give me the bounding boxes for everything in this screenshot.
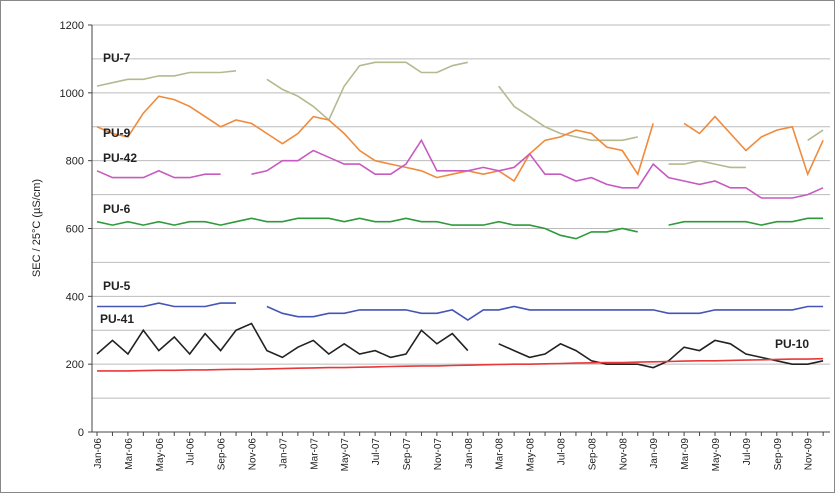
y-tick-label: 800 [66, 156, 84, 168]
series-line [96, 95, 824, 183]
series-label: PU-42 [103, 151, 137, 165]
x-tick-label: Mar-07 [309, 438, 320, 470]
series-label: PU-6 [103, 202, 131, 216]
series-line [96, 61, 824, 169]
y-tick-label: 1200 [60, 20, 84, 32]
y-tick-label: 200 [66, 359, 84, 371]
x-tick-label: Nov-06 [248, 438, 259, 471]
x-tick-label: Nov-07 [433, 438, 444, 471]
series-label: PU-5 [103, 279, 131, 293]
series-line [96, 138, 824, 199]
y-tick-label: 600 [66, 224, 84, 236]
x-tick-label: Nov-08 [618, 438, 629, 471]
x-tick-label: May-08 [526, 438, 537, 472]
x-tick-label: Jul-06 [186, 438, 197, 466]
x-tick-label: Sep-06 [217, 438, 228, 471]
series-line [97, 302, 824, 322]
x-tick-label: Sep-07 [402, 438, 413, 471]
x-tick-label: Jul-07 [371, 438, 382, 466]
series-label: PU-7 [103, 51, 131, 65]
y-axis-label: SEC / 25°C (µS/cm) [31, 179, 43, 277]
series-label: PU-10 [775, 337, 809, 351]
x-tick-label: Jan-06 [93, 438, 104, 469]
x-tick-label: Mar-09 [680, 438, 691, 470]
x-tick-label: Mar-08 [495, 438, 506, 470]
y-tick-label: 0 [78, 427, 84, 439]
x-tick-label: May-06 [155, 438, 166, 472]
series-label: PU-9 [103, 126, 131, 140]
x-tick-label: May-07 [340, 438, 351, 472]
x-tick-label: Jan-09 [649, 438, 660, 469]
series-line [97, 357, 824, 372]
y-tick-label: 1000 [60, 88, 84, 100]
series-line [96, 217, 824, 240]
x-tick-label: Sep-09 [773, 438, 784, 471]
x-tick-label: Sep-08 [587, 438, 598, 471]
y-tick-label: 400 [66, 291, 84, 303]
x-tick-label: Jan-07 [278, 438, 289, 469]
series-label: PU-41 [100, 312, 134, 326]
x-tick-label: May-09 [711, 438, 722, 472]
x-tick-label: Jan-08 [464, 438, 475, 469]
x-tick-label: Jul-08 [557, 438, 568, 466]
x-tick-label: Nov-09 [804, 438, 815, 471]
x-tick-label: Mar-06 [124, 438, 135, 470]
x-tick-label: Jul-09 [742, 438, 753, 466]
